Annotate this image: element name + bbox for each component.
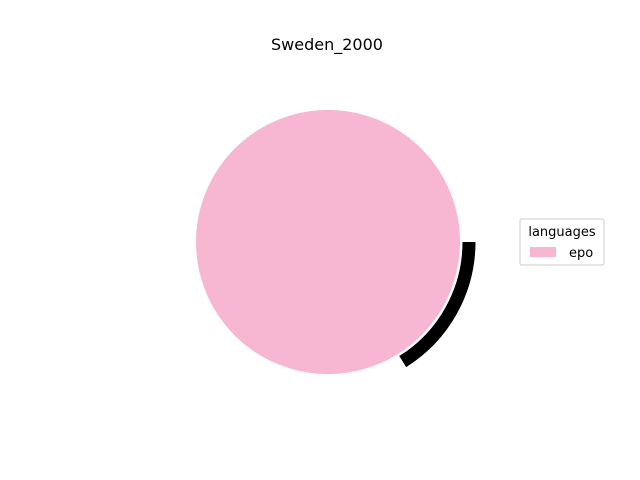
legend-title: languages: [528, 225, 596, 240]
chart-title: Sweden_2000: [271, 35, 383, 55]
pie-shadow: [399, 241, 476, 368]
pie-slice-epo: [194, 108, 462, 376]
pie-group: [194, 108, 476, 376]
legend: languages epo: [519, 218, 605, 266]
legend-label-epo: epo: [569, 246, 593, 261]
legend-swatch-epo: [530, 247, 556, 257]
